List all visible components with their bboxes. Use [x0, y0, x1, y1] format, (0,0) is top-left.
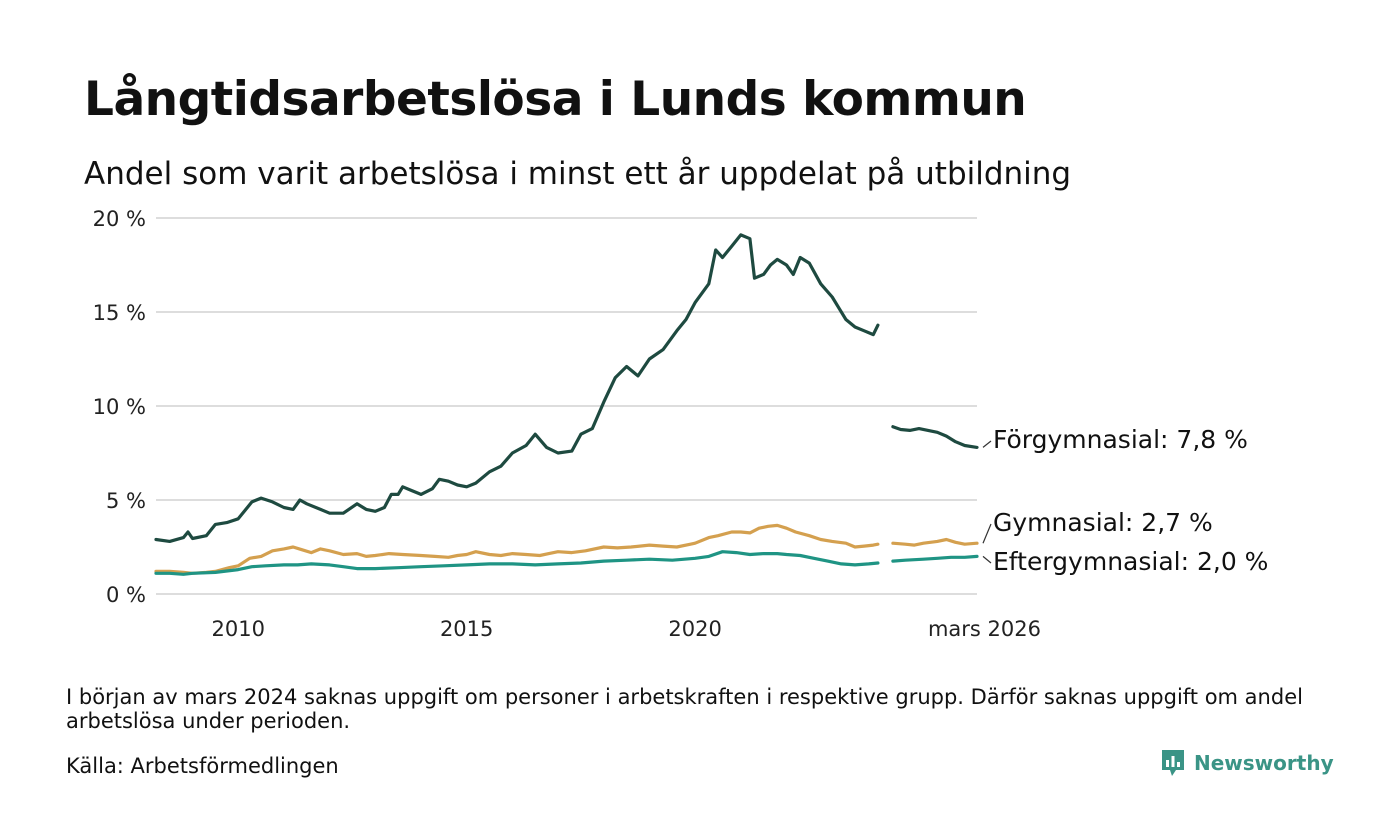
- data-series: [154, 233, 979, 576]
- x-axis-tick-labels: 2010 2015 2020 mars 2026: [212, 617, 1041, 641]
- gridlines: [156, 217, 977, 595]
- series-line-eftergymnasial: [891, 554, 979, 563]
- footnote: I början av mars 2024 saknas uppgift om …: [66, 685, 1303, 733]
- x-tick-label: 2015: [440, 617, 493, 641]
- x-tick-label: 2010: [212, 617, 265, 641]
- series-line-eftergymnasial: [154, 550, 880, 576]
- page-title: Långtidsarbetslösa i Lunds kommun: [84, 72, 1027, 127]
- series-label-eftergymnasial: Eftergymnasial: 2,0 %: [993, 547, 1268, 576]
- brand-name: Newsworthy: [1194, 751, 1334, 775]
- x-tick-label: mars 2026: [928, 617, 1041, 641]
- series-end-labels: Förgymnasial: 7,8 % Gymnasial: 2,7 % Efter…: [982, 425, 1268, 576]
- series-line-förgymnasial: [154, 233, 880, 543]
- y-tick-label: 15 %: [93, 301, 146, 325]
- page-subtitle: Andel som varit arbetslösa i minst ett å…: [84, 156, 1072, 192]
- series-line-gymnasial: [154, 523, 880, 575]
- y-tick-label: 0 %: [106, 583, 146, 607]
- x-tick-label: 2020: [668, 617, 721, 641]
- line-chart: 0 % 5 % 10 % 15 % 20 % 2010 2015 2020 mars 2026…: [93, 207, 1269, 641]
- label-leader-line: [982, 523, 992, 544]
- series-line-förgymnasial: [891, 425, 979, 449]
- label-leader-line: [982, 555, 992, 564]
- y-axis-tick-labels: 0 % 5 % 10 % 15 % 20 %: [93, 207, 146, 607]
- y-tick-label: 5 %: [106, 489, 146, 513]
- series-label-förgymnasial: Förgymnasial: 7,8 %: [993, 425, 1248, 454]
- y-tick-label: 10 %: [93, 395, 146, 419]
- label-leader-line: [982, 440, 992, 448]
- bar-chart-speech-bubble-icon: [1162, 750, 1184, 776]
- source-text: Källa: Arbetsförmedlingen: [66, 754, 339, 778]
- newsworthy-logo: Newsworthy: [1160, 748, 1334, 778]
- y-tick-label: 20 %: [93, 207, 146, 231]
- series-line-gymnasial: [891, 537, 979, 547]
- series-label-gymnasial: Gymnasial: 2,7 %: [993, 508, 1213, 537]
